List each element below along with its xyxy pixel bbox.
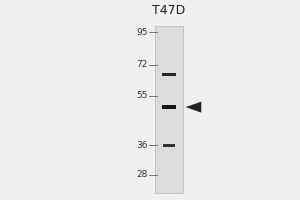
Bar (164, 144, 175, 147)
Text: T47D: T47D (152, 4, 186, 17)
Bar (162, 105, 176, 109)
Bar (155, 26, 183, 193)
Text: 28: 28 (136, 170, 148, 179)
Bar (162, 73, 176, 76)
Polygon shape (186, 102, 201, 113)
Text: 36: 36 (136, 141, 148, 150)
Text: 95: 95 (136, 28, 148, 37)
Text: 55: 55 (136, 91, 148, 100)
Text: 72: 72 (136, 60, 148, 69)
